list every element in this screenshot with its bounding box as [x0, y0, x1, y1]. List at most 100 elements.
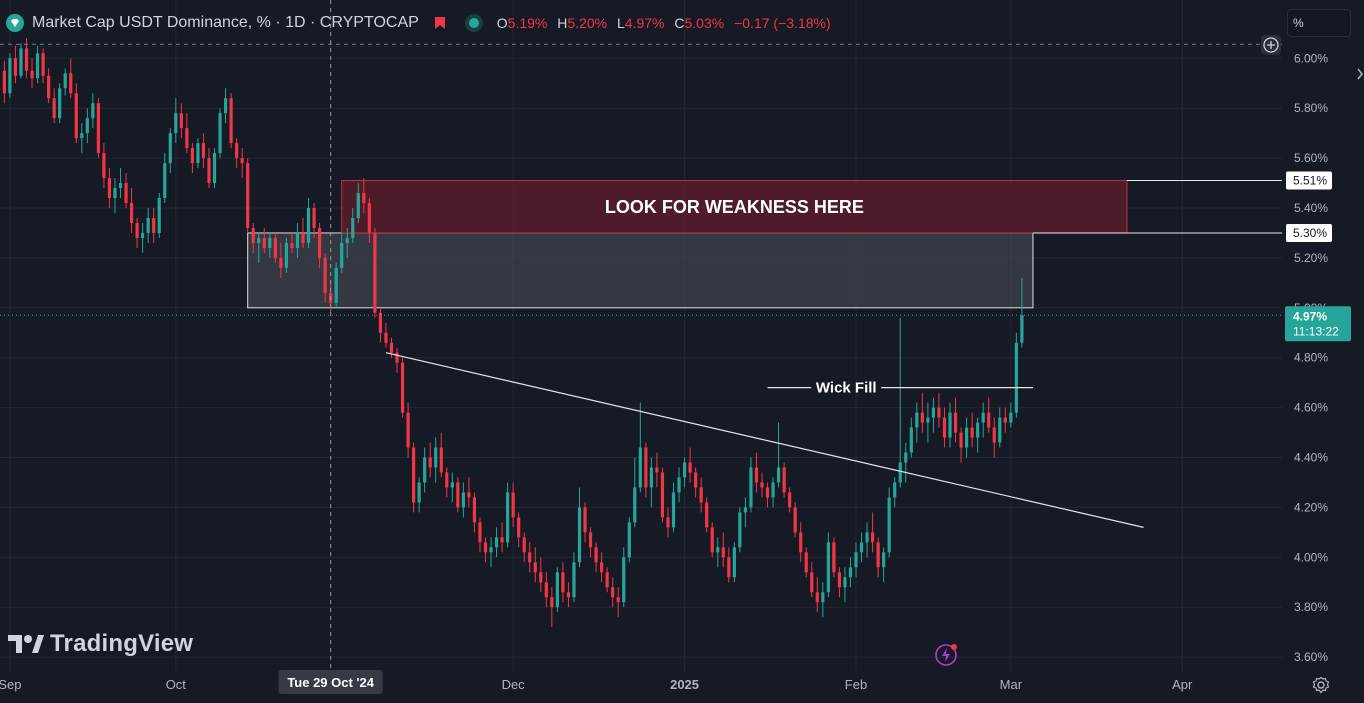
candle-body	[118, 183, 123, 189]
candle	[229, 93, 233, 149]
candle-body	[760, 482, 764, 488]
candle	[760, 472, 764, 498]
candle	[506, 482, 510, 548]
candle-body	[544, 582, 548, 598]
candle	[196, 138, 200, 169]
y-tick-label: 4.60%	[1294, 401, 1328, 415]
y-tick-label: 5.40%	[1294, 201, 1328, 215]
lightning-icon[interactable]	[934, 643, 958, 667]
candle	[544, 572, 548, 608]
candle-body	[129, 203, 134, 223]
candle-body	[710, 527, 714, 553]
candle	[472, 492, 477, 533]
candle-body	[218, 113, 222, 154]
zones-layer: LOOK FOR WEAKNESS HERE	[247, 180, 1128, 309]
scroll-edge-icon[interactable]	[1356, 66, 1364, 82]
candle-body	[13, 58, 18, 76]
candle	[334, 262, 338, 308]
candle-body	[273, 237, 277, 258]
candle-body	[992, 427, 996, 443]
candle	[981, 402, 985, 438]
candle-body	[666, 517, 670, 528]
candle	[992, 417, 996, 458]
candle-body	[268, 237, 272, 248]
candle	[533, 547, 537, 583]
candle	[118, 168, 123, 199]
candle	[362, 178, 366, 213]
candle-body	[356, 193, 360, 218]
candle-body	[412, 447, 416, 503]
candle	[423, 447, 427, 493]
candle	[400, 357, 405, 418]
y-tick-label: 3.80%	[1294, 600, 1328, 614]
candle	[998, 407, 1002, 448]
y-tick-label: 4.80%	[1294, 351, 1328, 365]
candle	[412, 442, 416, 513]
candle	[699, 477, 703, 513]
y-tick-label: 3.60%	[1294, 650, 1328, 664]
candle	[157, 193, 161, 238]
candle	[965, 417, 969, 458]
candle	[727, 547, 731, 583]
candle	[218, 108, 222, 159]
candle-body	[931, 407, 936, 418]
candle-body	[223, 98, 228, 114]
candle-body	[583, 507, 587, 533]
market-cap-logo-icon	[6, 14, 24, 32]
candle-body	[494, 537, 499, 548]
candle	[251, 222, 255, 253]
candle	[688, 447, 692, 483]
candle	[174, 98, 178, 144]
settings-gear-icon[interactable]	[1312, 676, 1330, 694]
candle	[262, 227, 266, 253]
candle-body	[373, 232, 377, 313]
candle	[58, 83, 62, 124]
unit-selector[interactable]: %	[1287, 9, 1351, 37]
candle-body	[627, 522, 631, 558]
tradingview-logo[interactable]: TradingView	[8, 630, 193, 658]
candle	[848, 557, 853, 588]
candle	[920, 392, 924, 433]
candle-body	[467, 492, 471, 498]
candle-body	[920, 412, 924, 423]
candle	[489, 537, 493, 568]
candle	[600, 552, 604, 583]
candle	[301, 217, 305, 248]
candle	[799, 522, 803, 563]
candle-body	[788, 492, 792, 508]
candle-body	[561, 572, 565, 593]
candle-body	[251, 227, 255, 243]
candle-body	[306, 208, 311, 243]
flag-icon[interactable]	[433, 16, 447, 30]
x-tick-label: Mar	[1000, 677, 1023, 692]
candle	[970, 412, 974, 448]
candle-body	[212, 153, 217, 184]
candle-body	[765, 487, 770, 498]
candle	[776, 422, 781, 488]
candle-body	[179, 113, 183, 129]
add-price-scale-icon[interactable]	[1261, 35, 1281, 55]
x-tick-label: Oct	[166, 677, 187, 692]
symbol-title[interactable]: Market Cap USDT Dominance, % · 1D · CRYP…	[32, 14, 419, 31]
candle-body	[395, 352, 399, 363]
overlay-layer: Wick Fill	[0, 0, 1282, 673]
candle	[351, 208, 355, 243]
x-tick-label: Apr	[1172, 677, 1193, 692]
candle	[948, 402, 952, 448]
candle-body	[168, 133, 172, 164]
candle-body	[434, 447, 438, 468]
candle	[682, 457, 687, 488]
candle-body	[865, 532, 869, 543]
level-label-box	[1286, 223, 1332, 242]
candle-body	[511, 492, 515, 518]
last-price-label: 4.97%	[1293, 309, 1327, 323]
level-label: 5.30%	[1293, 226, 1327, 240]
candle-body	[727, 557, 731, 578]
candle	[926, 402, 930, 443]
candle-body	[953, 412, 958, 433]
candle	[765, 482, 770, 508]
candle	[207, 148, 211, 189]
candle-body	[633, 487, 637, 523]
candle	[190, 143, 194, 174]
